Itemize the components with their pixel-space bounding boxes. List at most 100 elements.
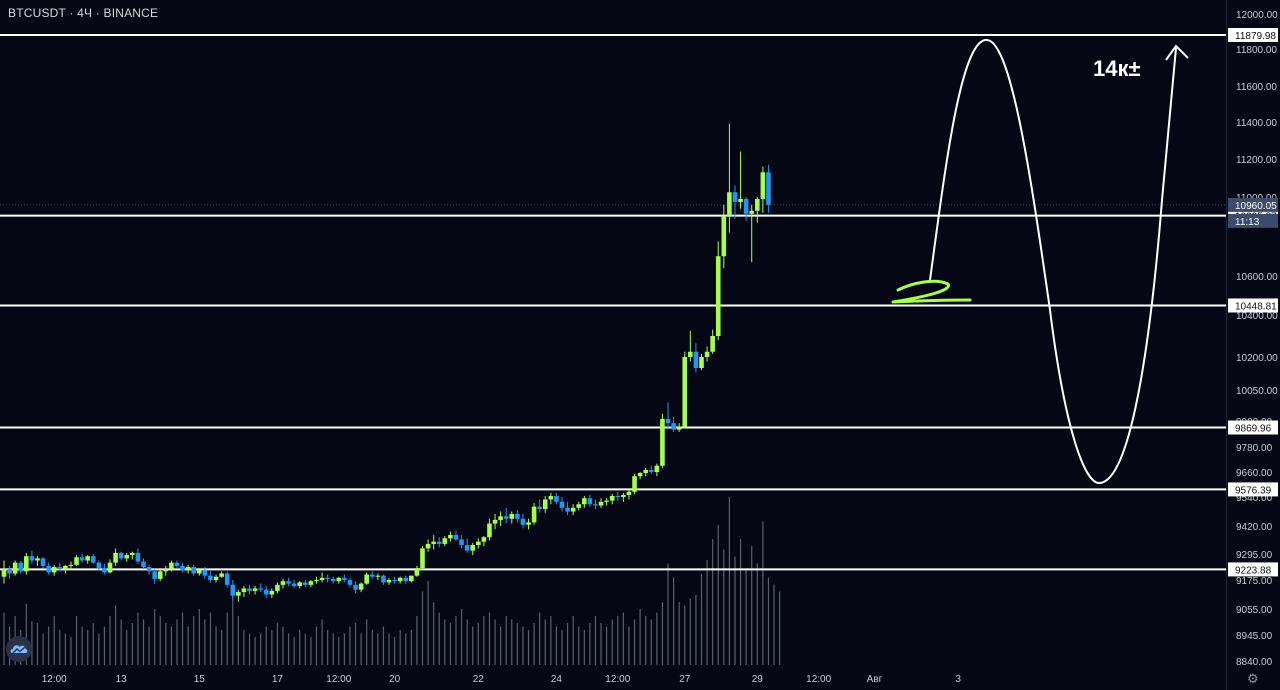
candle-body: [420, 548, 425, 569]
volume-bar: [661, 602, 664, 665]
volume-bar: [622, 612, 624, 665]
volume-bar: [472, 626, 474, 665]
volume-bar: [673, 577, 675, 665]
price-axis[interactable]: 12000.00 11800.00 11600.00 11400.00 11200.00…: [1226, 0, 1279, 690]
level-price-label: 9576.39: [1235, 485, 1272, 496]
candle-body: [587, 498, 593, 505]
candle-body: [721, 215, 727, 257]
candle-body: [537, 506, 542, 510]
candle-body: [542, 499, 548, 510]
volume-bar: [427, 581, 429, 665]
time-tick-label: 15: [194, 674, 206, 685]
candle-body: [459, 539, 464, 546]
price-tick-label: 9780.00: [1236, 443, 1273, 454]
candle-body: [738, 198, 743, 202]
candle-body: [314, 580, 319, 582]
price-tick-label: 10050.00: [1236, 386, 1278, 397]
bar-countdown-label: 11:13: [1235, 217, 1260, 228]
time-tick-label: 20: [389, 674, 401, 685]
candle-body: [353, 584, 358, 590]
price-tick-label: 9295.00: [1236, 550, 1273, 561]
volume-bar: [349, 626, 351, 665]
candle-body: [515, 513, 520, 519]
candle-body: [46, 565, 51, 573]
candle-body: [632, 476, 637, 492]
volume-bar: [237, 616, 239, 665]
volume-bar: [645, 616, 647, 665]
volume-bar: [198, 609, 200, 665]
candle-body: [448, 534, 453, 539]
volume-bar: [527, 630, 530, 665]
volume-bar: [209, 612, 212, 665]
candle-body: [330, 578, 336, 582]
candle-body: [476, 541, 481, 546]
volume-bar: [170, 626, 172, 665]
candle-body: [51, 567, 57, 573]
price-tick-label: 8945.00: [1236, 631, 1273, 642]
volume-bar: [449, 623, 451, 665]
candle-body: [648, 469, 654, 472]
volume-bar: [204, 619, 206, 665]
volume-bar: [293, 637, 295, 665]
volume-bar: [734, 556, 736, 665]
volume-bar: [756, 563, 758, 665]
last-price-label: 10960.05: [1235, 201, 1277, 212]
candle-body: [263, 589, 269, 595]
candle-body: [12, 562, 18, 574]
volume-bar: [103, 626, 106, 665]
time-axis[interactable]: 12:00 13 15 17 12:00 20 22 24 12:00 27 29 12:00 Авг 3: [42, 674, 962, 685]
volume-bar: [762, 521, 764, 665]
volume-bar: [310, 637, 312, 665]
tradingview-cloud-icon[interactable]: [6, 636, 32, 662]
price-tick-label: 12000.00: [1236, 10, 1278, 21]
volume-bar: [159, 616, 161, 665]
candle-body: [319, 577, 325, 580]
candle-body: [621, 494, 626, 497]
volume-bar: [695, 595, 697, 665]
gear-icon[interactable]: ⚙: [1247, 671, 1259, 686]
volume-bar: [684, 605, 686, 665]
volume-bar: [36, 623, 39, 665]
candle-body: [375, 575, 381, 577]
volume-bar: [550, 616, 552, 665]
volume-bar: [717, 525, 719, 665]
price-labels: 11879.9810905.8710448.819869.969576.3992…: [1228, 28, 1278, 577]
candle-body: [35, 558, 40, 561]
volume-bar: [611, 619, 613, 665]
candle-body: [554, 495, 559, 502]
candle-body: [548, 495, 554, 500]
candle-body: [749, 210, 755, 214]
interval-label[interactable]: 4Ч: [77, 6, 93, 20]
volume-bar: [751, 546, 753, 665]
candle-body: [665, 418, 671, 424]
symbol-label[interactable]: BTCUSDT: [8, 6, 66, 20]
last-price-label-box: [1228, 197, 1278, 212]
time-tick-label: 3: [955, 674, 961, 685]
volume-bar: [594, 616, 597, 665]
candle-body: [297, 582, 303, 587]
volume-bar: [455, 616, 457, 665]
price-tick-label: 10200.00: [1236, 353, 1278, 364]
candle-body: [498, 516, 503, 520]
candle-body: [565, 507, 570, 512]
volume-bar: [315, 626, 318, 665]
volume-bar: [25, 603, 27, 665]
volume-bar: [566, 623, 569, 665]
price-tick-label: 8840.00: [1236, 657, 1273, 668]
candle-body: [699, 357, 704, 368]
volume-bar: [92, 623, 94, 665]
candle-body: [40, 558, 46, 566]
price-tick-label: 9540.00: [1236, 493, 1273, 504]
time-tick-label: 12:00: [42, 674, 67, 685]
candle-body: [325, 577, 330, 579]
volume-bar: [405, 633, 407, 665]
candle-body: [169, 562, 174, 570]
volume-bar: [321, 619, 323, 665]
volume-bar: [287, 633, 290, 665]
volume-bar: [126, 630, 128, 665]
volume-bar: [243, 630, 245, 665]
level-price-label: 9223.88: [1235, 565, 1272, 576]
time-tick-label: 27: [679, 674, 691, 685]
candle-body: [671, 423, 676, 430]
